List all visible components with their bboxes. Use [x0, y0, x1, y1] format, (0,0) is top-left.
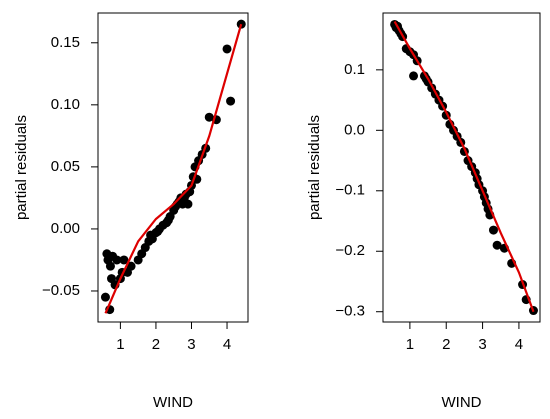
x-tick-label: 3 — [187, 336, 195, 353]
y-axis-label: partial residuals — [13, 115, 30, 220]
y-tick-label: 0.10 — [51, 96, 80, 113]
smooth-curve — [104, 23, 243, 314]
plot-frame — [382, 12, 541, 323]
point — [119, 255, 129, 265]
x-tick-label: 4 — [515, 336, 523, 353]
point — [112, 255, 122, 265]
y-tick-label: −0.2 — [335, 242, 365, 259]
x-axis-label: WIND — [442, 394, 482, 411]
point — [226, 96, 236, 106]
y-tick-label: 0.00 — [51, 220, 80, 237]
y-tick-label: −0.1 — [335, 182, 365, 199]
y-tick-label: 0.0 — [344, 121, 365, 138]
x-tick-label: 2 — [152, 336, 160, 353]
smooth-curve — [393, 20, 535, 313]
x-axis-label: WIND — [153, 394, 193, 411]
point — [183, 199, 193, 209]
y-tick-label: −0.05 — [42, 282, 80, 299]
point — [488, 225, 498, 235]
y-tick-label: 0.05 — [51, 158, 80, 175]
point — [126, 261, 136, 271]
point — [492, 240, 502, 250]
point — [204, 112, 214, 122]
x-tick-label: 4 — [223, 336, 231, 353]
y-tick-label: 0.1 — [344, 61, 365, 78]
point — [236, 19, 246, 29]
point — [100, 292, 110, 302]
x-tick-label: 1 — [116, 336, 124, 353]
x-tick-label: 3 — [478, 336, 486, 353]
point — [409, 71, 419, 81]
point — [222, 44, 232, 54]
x-tick-label: 2 — [442, 336, 450, 353]
point — [105, 261, 115, 271]
plot-frame — [97, 12, 249, 323]
x-tick-label: 1 — [406, 336, 414, 353]
y-axis-label: partial residuals — [306, 115, 323, 220]
y-tick-label: −0.3 — [335, 303, 365, 320]
y-tick-label: 0.15 — [51, 34, 80, 51]
